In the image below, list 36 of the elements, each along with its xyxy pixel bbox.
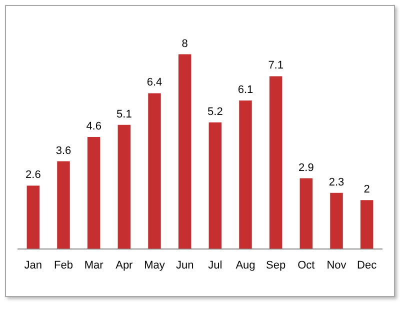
data-label: 3.6 bbox=[56, 144, 72, 157]
x-tick-label: Jul bbox=[208, 259, 222, 272]
bar bbox=[208, 122, 222, 249]
x-tick-label: Oct bbox=[298, 259, 315, 272]
bar bbox=[269, 76, 282, 249]
bar bbox=[300, 178, 313, 249]
data-label: 6.1 bbox=[238, 84, 254, 96]
x-tick-label: Jun bbox=[176, 259, 194, 272]
bar bbox=[360, 200, 374, 249]
data-label: 6.4 bbox=[146, 76, 162, 89]
bar bbox=[178, 54, 192, 249]
x-tick-label: May bbox=[144, 259, 166, 272]
bar bbox=[26, 186, 40, 249]
data-label: 4.6 bbox=[86, 120, 102, 132]
bar bbox=[148, 93, 161, 249]
data-label: 8 bbox=[182, 38, 188, 50]
data-label: 2.9 bbox=[298, 162, 314, 174]
bar bbox=[87, 136, 100, 249]
bar bbox=[118, 124, 131, 249]
data-label: 5.2 bbox=[208, 106, 223, 118]
data-label: 2.6 bbox=[26, 169, 41, 182]
bar bbox=[330, 192, 343, 249]
data-label: 2.3 bbox=[328, 176, 344, 188]
bar bbox=[57, 161, 70, 249]
x-tick-label: Aug bbox=[236, 259, 256, 272]
data-label: 5.1 bbox=[116, 108, 132, 120]
bar bbox=[239, 100, 252, 249]
x-tick-label: Dec bbox=[357, 259, 378, 272]
x-tick-label: Sep bbox=[266, 259, 286, 272]
x-tick-label: Apr bbox=[116, 259, 134, 272]
x-tick-label: Mar bbox=[84, 259, 104, 272]
data-label: 2 bbox=[364, 184, 370, 196]
x-tick-label: Feb bbox=[54, 259, 73, 272]
x-tick-label: Jan bbox=[24, 259, 42, 272]
x-tick-label: Nov bbox=[326, 259, 347, 272]
data-label: 7.1 bbox=[268, 60, 284, 72]
